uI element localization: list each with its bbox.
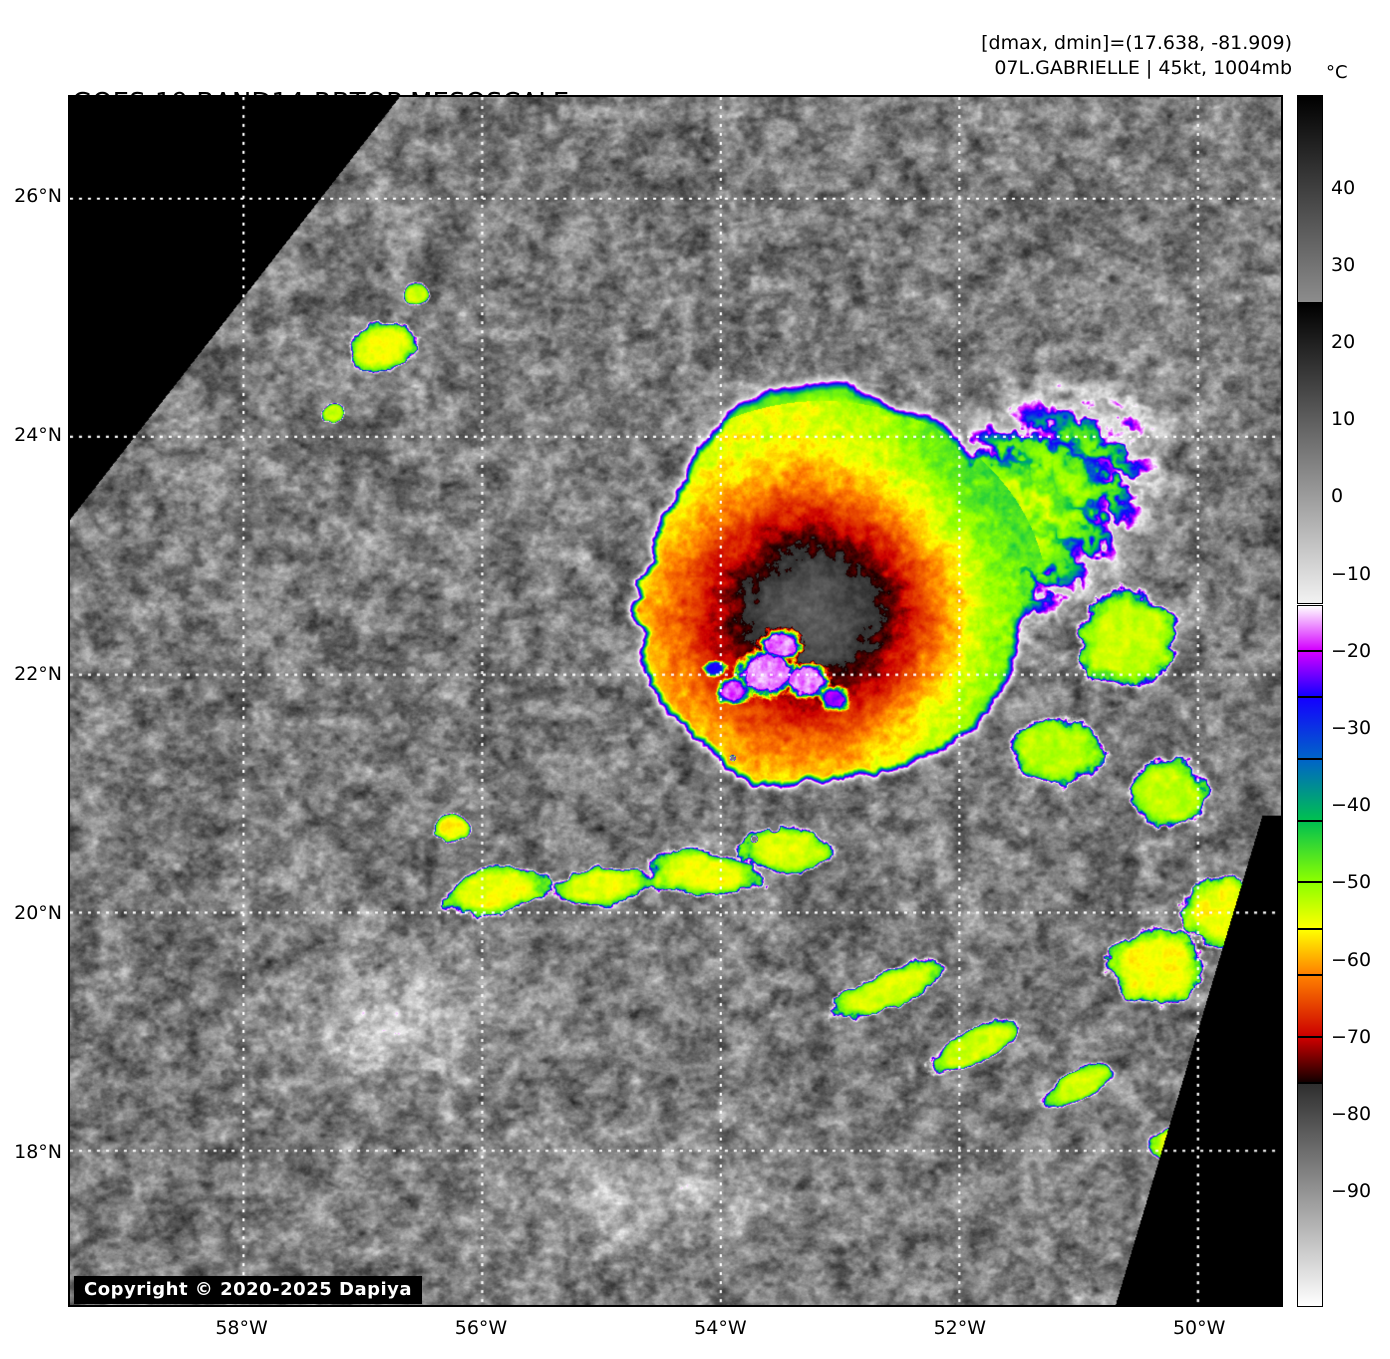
colorbar-tick-label: −10 bbox=[1331, 562, 1372, 585]
lon-tick-label: 56°W bbox=[454, 1317, 508, 1339]
colorbar-segment bbox=[1297, 604, 1323, 651]
lat-tick-label: 26°N bbox=[14, 185, 62, 208]
colorbar-segment bbox=[1297, 1036, 1323, 1084]
lon-tick-label: 54°W bbox=[694, 1317, 747, 1339]
colorbar-tick-label: 30 bbox=[1331, 253, 1356, 276]
colorbar-segment bbox=[1297, 697, 1323, 759]
lat-tick-label: 18°N bbox=[14, 1140, 62, 1163]
lon-tick-label: 58°W bbox=[215, 1317, 268, 1339]
colorbar-segment bbox=[1297, 928, 1323, 976]
colorbar-tick-label: −60 bbox=[1331, 948, 1372, 971]
satellite-imagery-canvas bbox=[70, 97, 1281, 1305]
colorbar-segment bbox=[1297, 1083, 1323, 1307]
colorbar-segment bbox=[1297, 820, 1323, 883]
colorbar-tick-label: −70 bbox=[1331, 1025, 1372, 1048]
colorbar-tick-label: 0 bbox=[1331, 485, 1344, 508]
colorbar-tick-label: −20 bbox=[1331, 639, 1372, 662]
colorbar-segment bbox=[1297, 303, 1323, 605]
lon-tick-label: 50°W bbox=[1172, 1317, 1226, 1339]
colorbar-tick-label: −50 bbox=[1331, 871, 1372, 894]
colorbar-segment bbox=[1297, 95, 1323, 304]
colorbar-tick-label: −30 bbox=[1331, 717, 1372, 740]
colorbar-segment bbox=[1297, 975, 1323, 1037]
satellite-image-panel[interactable] bbox=[68, 95, 1283, 1307]
colorbar-tick-label: −80 bbox=[1331, 1103, 1372, 1125]
storm-info-label: 07L.GABRIELLE | 45kt, 1004mb bbox=[994, 57, 1292, 79]
data-minmax-label: [dmax, dmin]=(17.638, -81.909) bbox=[981, 32, 1292, 54]
lat-tick-label: 22°N bbox=[14, 663, 62, 686]
colorbar-segment bbox=[1297, 650, 1323, 698]
colorbar-unit-label: °C bbox=[1326, 62, 1348, 83]
copyright-watermark: Copyright © 2020-2025 Dapiya bbox=[74, 1276, 423, 1304]
colorbar-tick-label: 20 bbox=[1331, 331, 1356, 354]
colorbar-tick-label: 10 bbox=[1331, 408, 1356, 431]
colorbar[interactable]: 40 30 20 10 0 −10 −20 −30 −40 −50 −60 −70 −80 −90 bbox=[1297, 95, 1371, 1307]
lat-tick-label: 24°N bbox=[14, 424, 62, 447]
colorbar-tick-label: 40 bbox=[1331, 176, 1356, 199]
colorbar-tick-label: −40 bbox=[1331, 794, 1372, 817]
colorbar-segment bbox=[1297, 882, 1323, 929]
lon-tick-label: 52°W bbox=[933, 1317, 987, 1339]
header-info-block: [dmax, dmin]=(17.638, -81.909) 07L.GABRI… bbox=[981, 31, 1292, 81]
colorbar-segment bbox=[1297, 758, 1323, 821]
colorbar-tick-label: −90 bbox=[1331, 1180, 1372, 1203]
lat-tick-label: 20°N bbox=[14, 901, 62, 924]
